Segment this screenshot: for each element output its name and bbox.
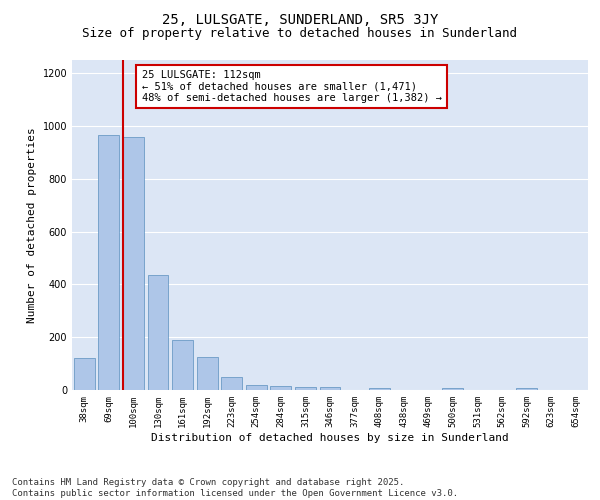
Y-axis label: Number of detached properties: Number of detached properties (27, 127, 37, 323)
Bar (320, 387, 340, 390)
Bar (442, 388, 463, 390)
Bar (516, 388, 537, 390)
Bar (368, 388, 389, 390)
Bar (98, 135, 119, 390)
Text: 25, LULSGATE, SUNDERLAND, SR5 3JY: 25, LULSGATE, SUNDERLAND, SR5 3JY (162, 12, 438, 26)
Bar (271, 386, 292, 390)
Bar (246, 384, 267, 390)
Bar (123, 136, 144, 390)
Text: Contains HM Land Registry data © Crown copyright and database right 2025.
Contai: Contains HM Land Registry data © Crown c… (12, 478, 458, 498)
Text: Size of property relative to detached houses in Sunderland: Size of property relative to detached ho… (83, 28, 517, 40)
Bar (74, 358, 95, 390)
Bar (197, 357, 218, 390)
Bar (295, 386, 316, 390)
Bar (172, 340, 193, 390)
Bar (221, 378, 242, 390)
Text: 25 LULSGATE: 112sqm
← 51% of detached houses are smaller (1,471)
48% of semi-det: 25 LULSGATE: 112sqm ← 51% of detached ho… (142, 70, 442, 103)
X-axis label: Distribution of detached houses by size in Sunderland: Distribution of detached houses by size … (151, 432, 509, 442)
Bar (148, 275, 169, 390)
